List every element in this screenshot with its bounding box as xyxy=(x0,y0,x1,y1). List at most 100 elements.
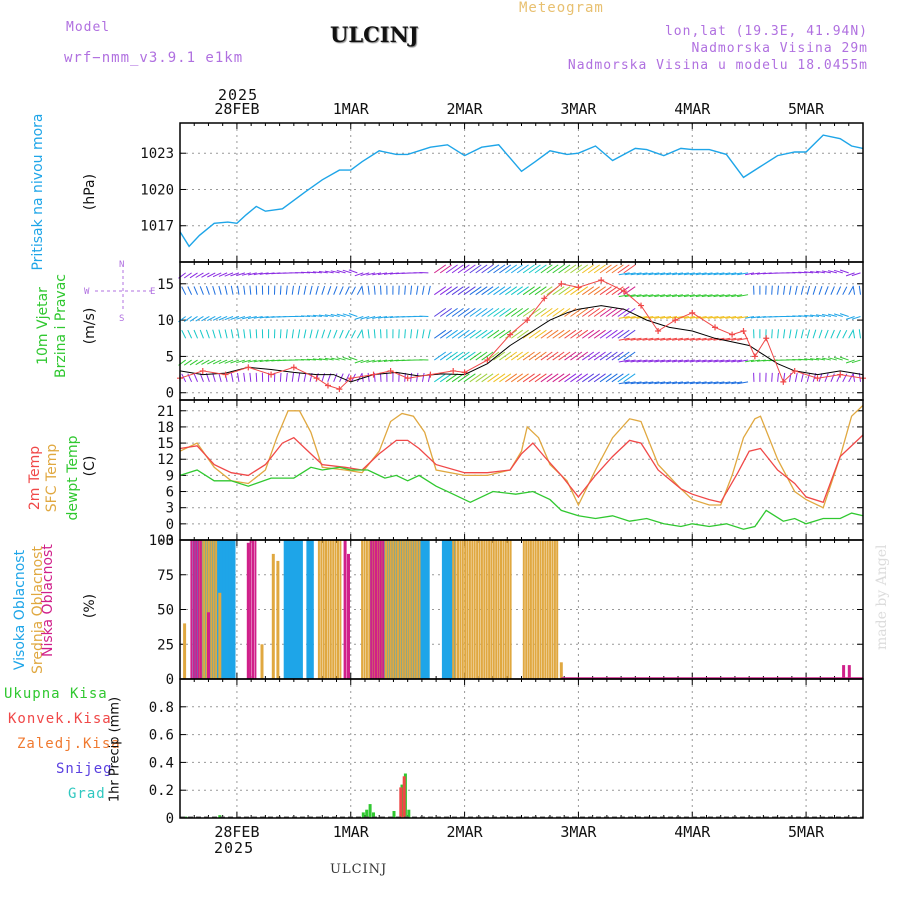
mid-cloud-bar xyxy=(537,540,540,679)
wind-barb xyxy=(342,269,352,274)
wind-barb xyxy=(389,359,399,362)
total-precip-bar xyxy=(368,804,372,818)
wind-barb xyxy=(434,307,447,317)
wind-barb xyxy=(672,359,684,363)
wind-barb xyxy=(701,337,713,341)
wind-barb xyxy=(383,315,393,319)
wind-barb xyxy=(737,337,749,341)
wind-barb xyxy=(750,315,760,319)
mid-cloud-bar xyxy=(332,540,335,679)
wind-barb xyxy=(558,351,571,361)
wind-barb xyxy=(528,351,541,361)
wind-barb xyxy=(505,286,518,296)
mid-cloud-bar xyxy=(529,540,532,679)
mid-cloud-bar xyxy=(387,540,390,679)
gust-marker xyxy=(268,371,275,378)
gust-marker xyxy=(837,371,844,378)
wind-barb xyxy=(315,329,319,339)
wind-barb xyxy=(666,359,678,363)
low-cloud-bar xyxy=(347,553,350,679)
wind-barb xyxy=(241,272,251,276)
wind-barb xyxy=(416,372,419,382)
wind-barb xyxy=(636,381,648,385)
wind-barb xyxy=(701,315,713,319)
wind-barb xyxy=(469,351,482,361)
wind-barb xyxy=(839,269,849,274)
wind-barb xyxy=(237,329,240,339)
mid-cloud-bar xyxy=(210,540,213,679)
wind-barb xyxy=(505,351,518,361)
total-precip-bar xyxy=(407,809,411,818)
wind-barb xyxy=(648,359,660,363)
mid-cloud-bar xyxy=(546,540,549,679)
mid-cloud-bar xyxy=(497,540,500,679)
mid-cloud-bar xyxy=(212,540,215,679)
wind-barb xyxy=(725,337,737,341)
wind-label-1: 10m Vjetar xyxy=(35,287,51,365)
wind-barb xyxy=(360,272,370,276)
wind-barb xyxy=(247,315,257,320)
gust-marker xyxy=(672,317,679,324)
wind-barb xyxy=(445,351,458,361)
wind-barb xyxy=(605,373,618,383)
gust-marker xyxy=(689,309,696,316)
mid-cloud-bar xyxy=(509,540,512,679)
wind-barb xyxy=(516,351,529,361)
wind-barb xyxy=(318,358,328,361)
wind-barb xyxy=(505,264,518,274)
x-label-bottom: 2MAR xyxy=(447,823,484,841)
wind-barb xyxy=(383,272,393,275)
wind-barb xyxy=(845,359,855,364)
wind-barb xyxy=(582,286,595,296)
wind-barb xyxy=(356,286,363,295)
wind-barb xyxy=(354,316,364,320)
wind-barb xyxy=(339,286,344,295)
wind-barb xyxy=(642,272,654,276)
mid-cloud-bar xyxy=(205,540,208,679)
wind-barb xyxy=(237,372,240,382)
mid-cloud-bar xyxy=(397,540,399,679)
wind-barb xyxy=(181,286,187,295)
mid-cloud-bar xyxy=(365,540,368,679)
wind-barb xyxy=(576,373,589,383)
wind-barb xyxy=(666,315,678,319)
wind-barb xyxy=(439,307,452,317)
wind-barb xyxy=(630,381,642,385)
gust-marker xyxy=(780,378,787,385)
low-cloud-bar xyxy=(252,540,254,679)
wind-barb xyxy=(558,264,571,274)
mid-cloud-bar xyxy=(401,540,404,679)
wind-barb xyxy=(230,359,240,364)
wind-barb xyxy=(439,264,452,274)
wind-barb xyxy=(469,307,482,317)
wind-barb xyxy=(318,314,328,317)
wind-barb xyxy=(818,329,823,339)
mid-cloud-bar xyxy=(327,540,330,679)
wind-barb xyxy=(189,316,198,322)
wind-barb xyxy=(207,272,216,278)
low-cloud-bar xyxy=(847,665,851,679)
wind-barb xyxy=(848,286,854,295)
wind-barb xyxy=(587,329,600,339)
footer-station: ULCINJ xyxy=(330,862,388,877)
wind-barb xyxy=(487,286,500,296)
low-cloud-bar xyxy=(207,612,210,679)
wind-barb xyxy=(800,285,804,295)
wind-barb xyxy=(510,351,523,361)
wind-barb xyxy=(315,285,319,295)
wind-barb xyxy=(183,359,192,366)
compass-s: S xyxy=(119,314,126,324)
wind-barb xyxy=(421,285,425,295)
wind-barb xyxy=(816,357,826,361)
y-tick-label: 0.6 xyxy=(149,728,174,744)
wind-barb xyxy=(677,272,689,276)
wind-barb xyxy=(546,307,559,317)
wind-barb xyxy=(303,372,307,382)
wind-barb xyxy=(224,285,228,295)
y-tick-label: 18 xyxy=(157,420,174,436)
wind-barb xyxy=(611,373,624,383)
wind-barb xyxy=(463,351,476,361)
wind-barb xyxy=(383,359,393,362)
wind-barb xyxy=(593,264,606,274)
wind-barb xyxy=(306,358,316,361)
